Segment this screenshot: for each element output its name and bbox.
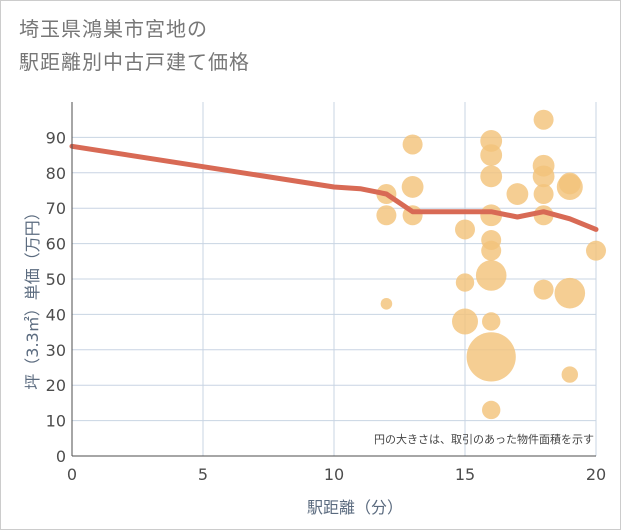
bubble-size-note: 円の大きさは、取引のあった物件面積を示す	[374, 432, 594, 446]
y-tick-label-20: 20	[46, 376, 66, 395]
bubble-point-13-88	[402, 134, 423, 155]
bubble-point-18-79	[532, 165, 555, 188]
bubble-point-20-58	[586, 240, 606, 261]
bubble-point-13-76	[401, 176, 424, 198]
y-tick-label-50: 50	[46, 270, 66, 289]
bubble-point-12-43	[380, 297, 393, 310]
y-tick-label-70: 70	[46, 199, 66, 218]
average-price-line	[69, 143, 599, 232]
bubble-point-12-68	[376, 205, 397, 226]
bubble-point-16-38	[482, 312, 501, 331]
y-tick-label-60: 60	[46, 235, 66, 254]
x-tick-label-5: 5	[198, 465, 208, 484]
bubble-point-19-77	[558, 172, 581, 195]
y-tick-label-90: 90	[46, 128, 66, 147]
axes: 0 10 20 30 40 50 60 70 80 90 0 5 10 15 20	[46, 102, 606, 484]
bubble-point-16-79	[480, 165, 503, 188]
bubble-point-15-38	[452, 308, 478, 335]
y-tick-label-40: 40	[46, 305, 66, 324]
y-tick-label-0: 0	[56, 447, 66, 466]
average-line-group	[69, 143, 599, 232]
chart-title-line1: 埼玉県鴻巣市宮地の	[19, 17, 208, 41]
bubble-point-19-46	[554, 277, 586, 309]
bubble-point-15-64	[455, 219, 475, 240]
bubble-point-16-28	[466, 332, 516, 382]
y-tick-label-80: 80	[46, 164, 66, 183]
bubble-point-17-74	[506, 183, 529, 205]
x-tick-label-15: 15	[455, 465, 475, 484]
bubble-point-16-51	[475, 260, 507, 291]
bubble-point-18-74	[533, 184, 554, 205]
bubble-point-16-85	[480, 144, 503, 167]
grid-lines	[71, 102, 597, 456]
chart-title: 埼玉県鴻巣市宮地の 駅距離別中古戸建て価格	[19, 13, 250, 79]
y-axis-label: 坪（3.3㎡）単価（万円）	[23, 204, 42, 389]
y-tick-label-10: 10	[46, 412, 66, 431]
bubble-points	[376, 109, 606, 420]
chart-title-line2: 駅距離別中古戸建て価格	[19, 50, 250, 74]
x-tick-label-10: 10	[324, 465, 344, 484]
x-tick-label-20: 20	[586, 465, 606, 484]
bubble-point-18-47	[533, 279, 554, 300]
x-tick-label-0: 0	[67, 465, 77, 484]
x-axis-label: 駅距離（分）	[307, 498, 403, 517]
y-tick-label-30: 30	[46, 341, 66, 360]
bubble-point-16-13	[482, 400, 501, 420]
bubble-point-16-58	[481, 240, 502, 261]
bubble-point-19-23	[561, 366, 578, 383]
bubble-point-18-95	[533, 109, 554, 130]
bubble-point-15-49	[455, 273, 475, 292]
